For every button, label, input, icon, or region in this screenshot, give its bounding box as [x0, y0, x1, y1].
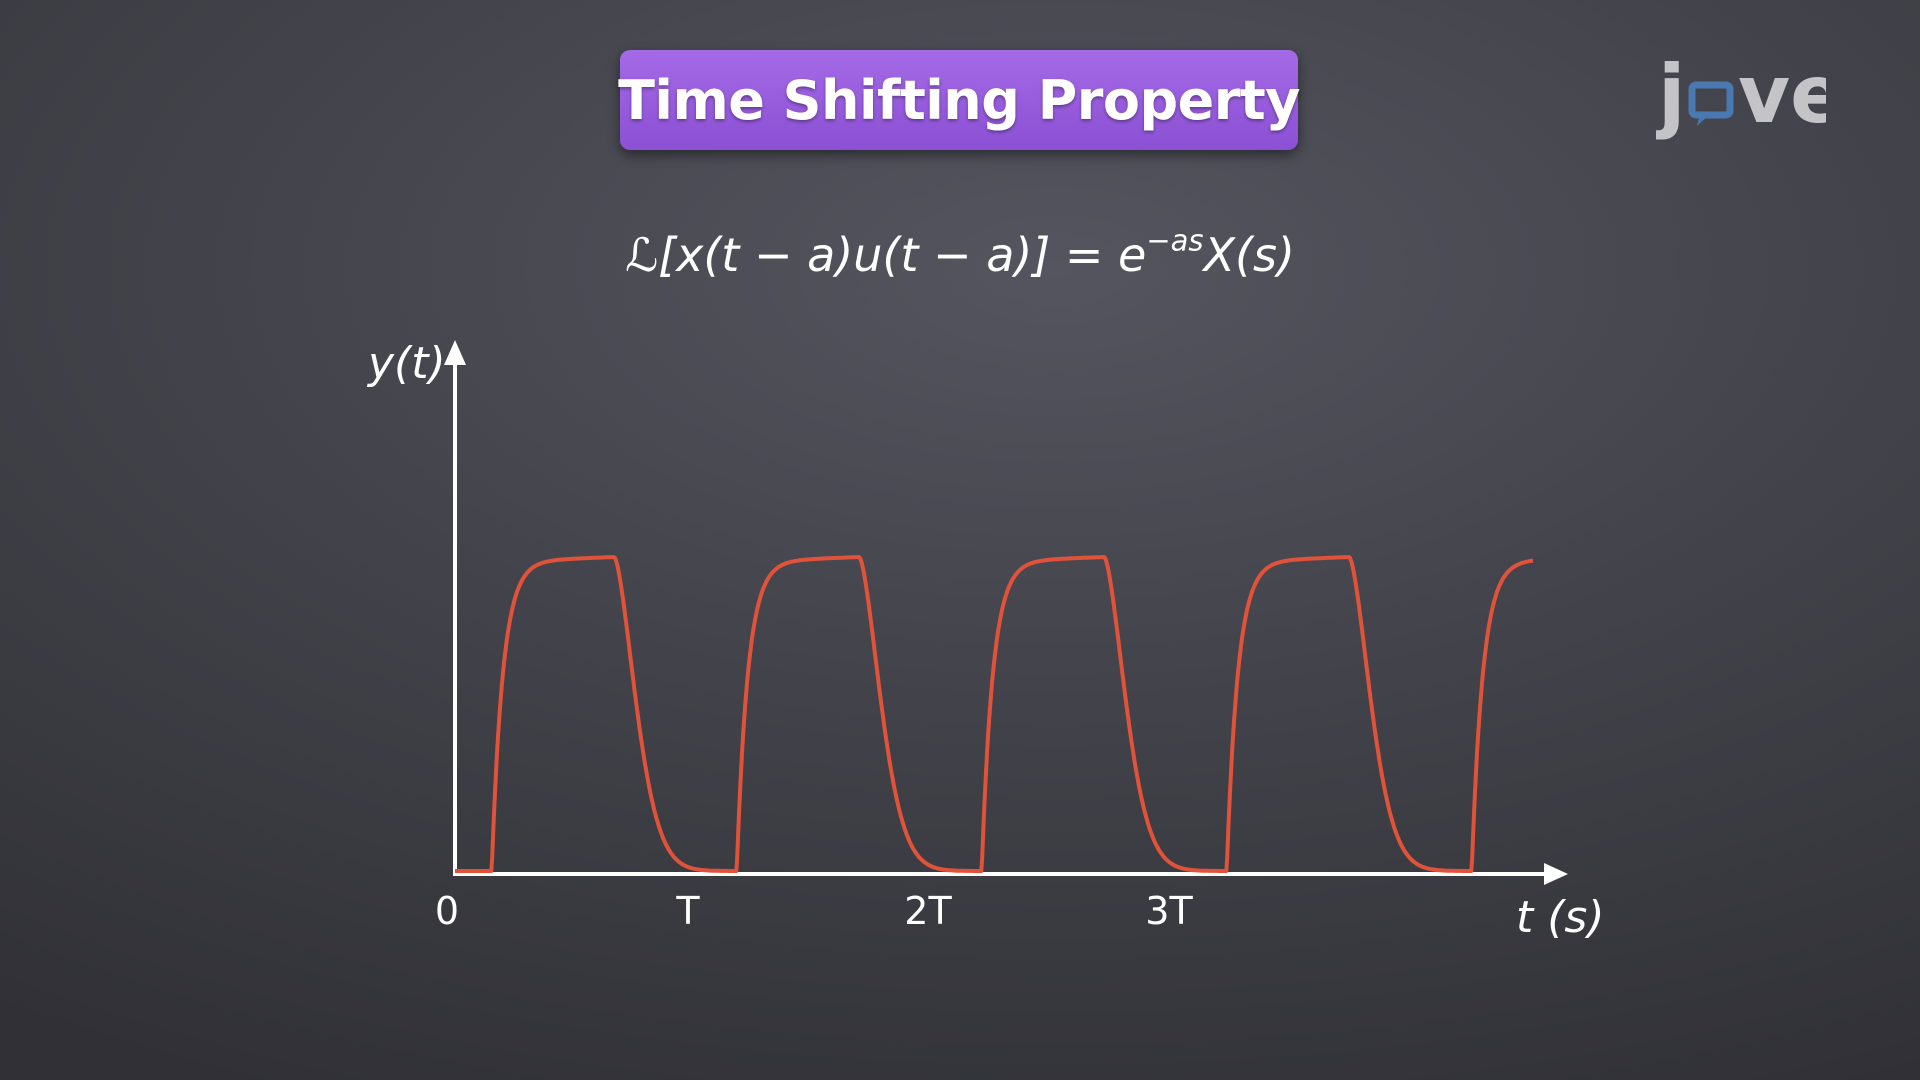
x-axis-arrow-icon	[1544, 863, 1568, 885]
formula-lhs: ℒ[x(t − a)u(t − a)] = e	[625, 228, 1147, 282]
page-title: Time Shifting Property	[618, 68, 1300, 132]
y-axis-label: y(t)	[366, 338, 446, 389]
y-axis-arrow-icon	[444, 340, 466, 365]
x-tick-label: 2T	[904, 889, 952, 933]
x-tick-label: T	[675, 889, 700, 933]
logo-speech-tail-icon	[1697, 114, 1710, 126]
x-tick-labels: 0 T 2T 3T	[435, 889, 1194, 933]
formula-exponent: −as	[1146, 223, 1204, 258]
x-axis-label: t (s)	[1516, 892, 1605, 943]
logo-letters-ve: ve	[1738, 52, 1826, 141]
x-tick-label: 0	[435, 889, 459, 933]
square-wave-response-line	[454, 555, 1534, 873]
formula-rhs: X(s)	[1203, 228, 1295, 282]
x-tick-label: 3T	[1145, 889, 1193, 933]
logo-letter-j: j	[1656, 52, 1685, 141]
jove-logo: j ve	[1656, 52, 1826, 141]
logo-speech-bubble-icon	[1688, 81, 1734, 119]
title-banner: Time Shifting Property	[618, 50, 1300, 150]
laplace-formula: ℒ[x(t − a)u(t − a)] = e−asX(s)	[600, 226, 1320, 282]
